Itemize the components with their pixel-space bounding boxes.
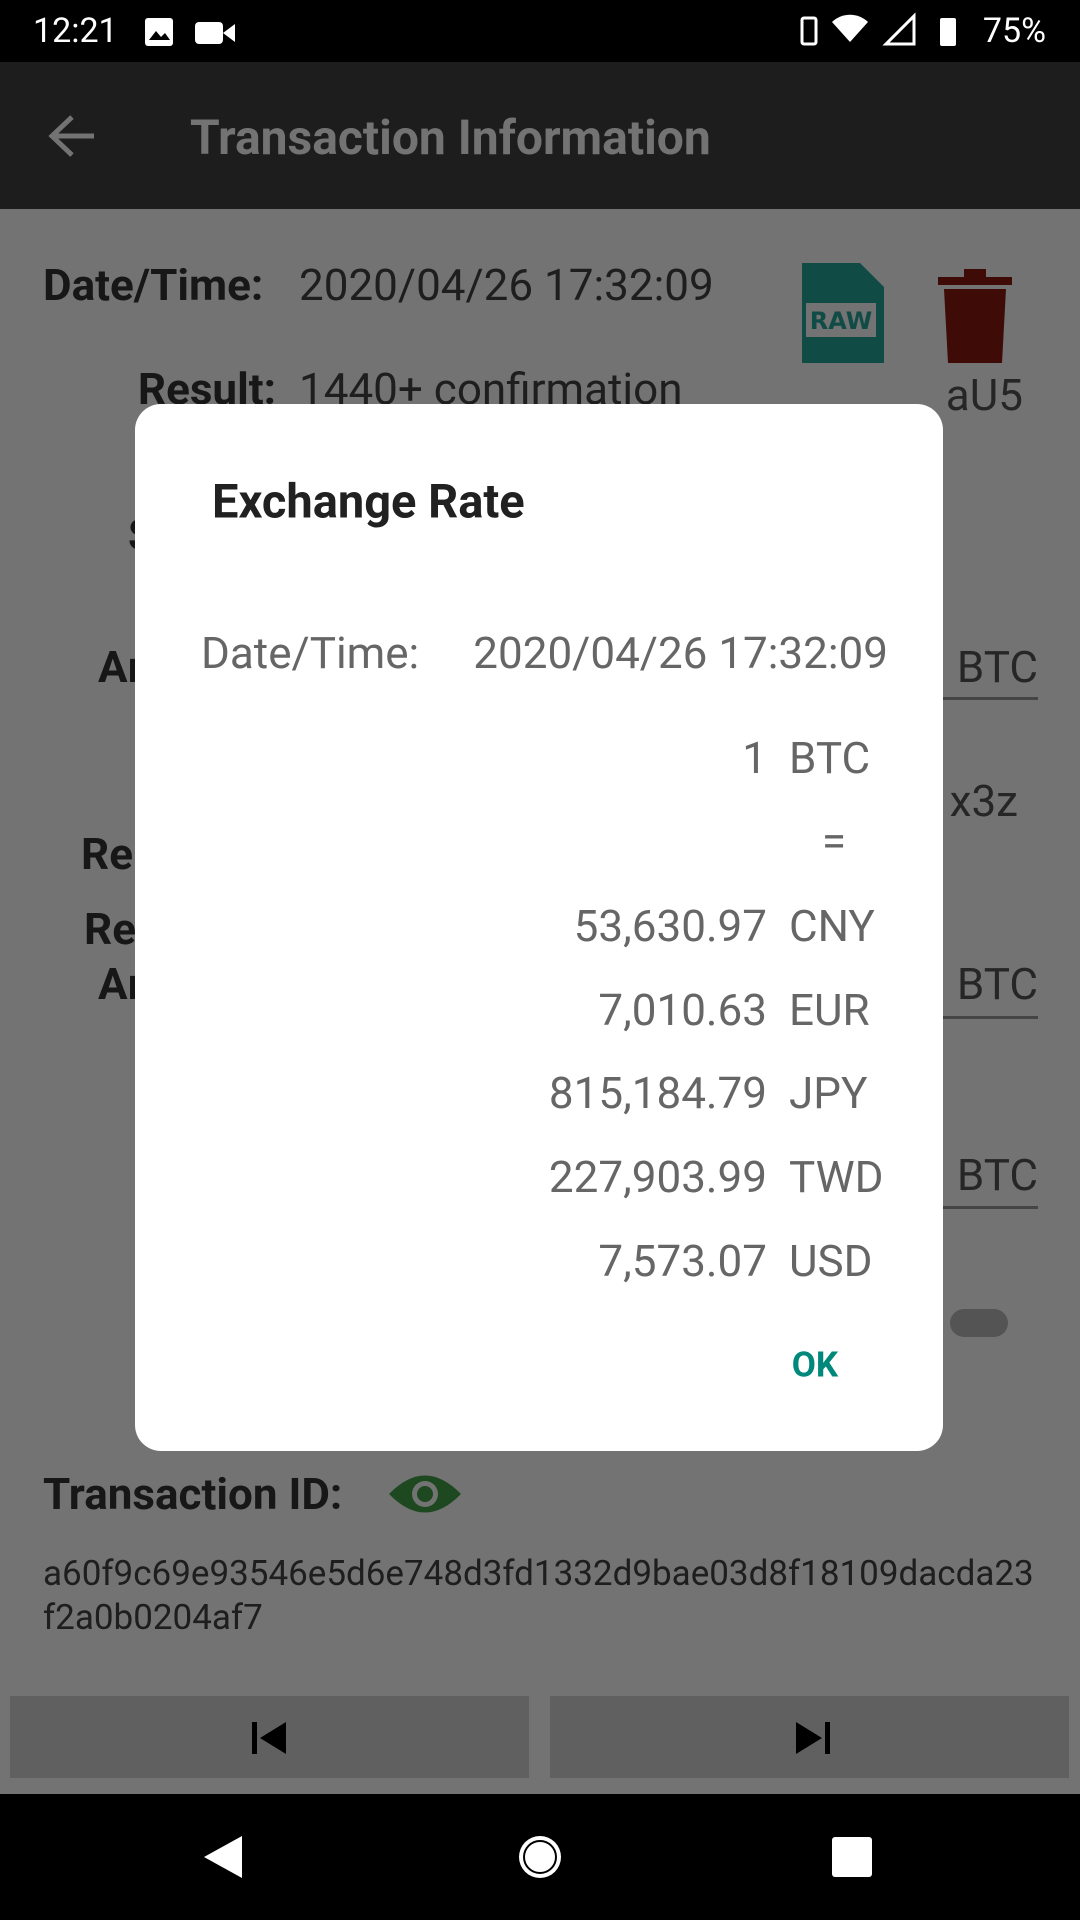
status-bar: 12:21 75% [0,0,1080,62]
value: 2020/04/26 17:32:09 [473,627,888,679]
system-icons [800,12,956,46]
nav-recents[interactable] [832,1837,872,1877]
amount: 1 [742,732,767,784]
dialog-title: Exchange Rate [212,474,525,530]
rate-currency: EUR [789,983,870,1036]
currency: BTC [789,732,871,784]
rate-currency: CNY [789,900,875,952]
dialog: Exchange Rate Date/Time: 2020/04/26 17:3… [135,404,943,1451]
rate-amount: 227,903.99 [548,1151,767,1204]
nav-home[interactable] [519,1836,561,1878]
rate-currency: USD [789,1234,873,1287]
rate-amount: 7,573.07 [598,1234,767,1287]
rate-amount: 53,630.97 [573,900,767,952]
rate-currency: JPY [789,1067,868,1120]
status-icons [145,18,235,46]
label: Date/Time: [201,627,420,679]
rate-currency: TWD [789,1151,884,1204]
nav-back[interactable] [204,1836,242,1878]
ok-button[interactable]: OK [791,1344,839,1386]
equals: = [821,815,847,867]
nav-buttons [204,1836,872,1878]
navigation-bar [0,1794,1080,1920]
battery-level: 75% [982,11,1046,51]
rate-amount: 7,010.63 [598,983,767,1036]
rate-amount: 815,184.79 [548,1067,767,1120]
clock: 12:21 [33,11,118,51]
